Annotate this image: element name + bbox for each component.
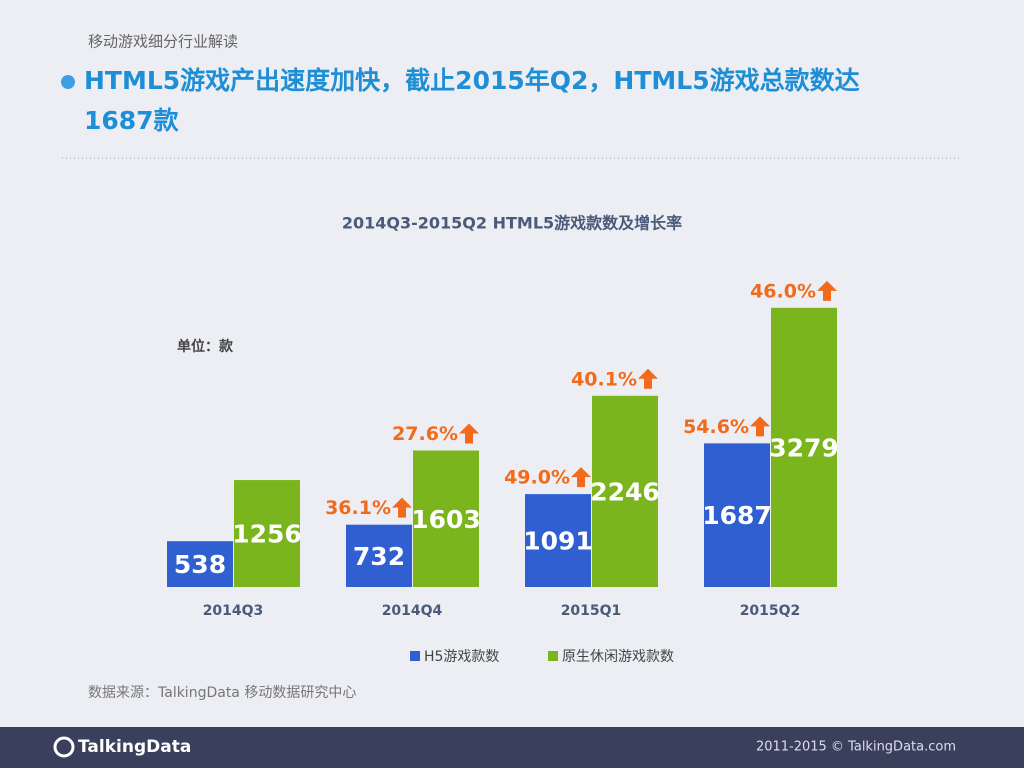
legend-label: 原生休闲游戏款数: [562, 649, 674, 665]
growth-label: 49.0%: [504, 467, 570, 489]
growth-arrow: [571, 467, 591, 488]
growth-arrow: [459, 423, 479, 444]
legend-label: H5游戏款数: [424, 649, 499, 665]
growth-arrow: [750, 416, 770, 437]
value-label: 538: [174, 550, 226, 579]
source: 数据来源：TalkingData 移动数据研究中心: [88, 685, 356, 701]
growth-label: 46.0%: [750, 280, 816, 302]
bar: [346, 524, 412, 587]
footer-copyright: 2011-2015 © TalkingData.com: [756, 740, 956, 755]
growth-arrow: [638, 368, 658, 389]
bar: [704, 443, 770, 587]
footer-logo: TalkingData: [78, 737, 191, 757]
unit-label: 单位：款: [177, 338, 234, 355]
slide-title: HTML5游戏产出速度加快，截止2015年Q2，HTML5游戏总款数达: [84, 66, 860, 95]
x-tick-label: 2015Q2: [740, 603, 801, 619]
growth-label: 40.1%: [571, 368, 637, 390]
legend-swatch: [548, 651, 558, 661]
value-label: 1256: [232, 520, 302, 549]
bar: [525, 494, 591, 587]
value-label: 1091: [523, 527, 593, 556]
slide-title: 1687款: [84, 106, 180, 135]
x-tick-label: 2014Q4: [382, 603, 443, 619]
section-label: 移动游戏细分行业解读: [88, 33, 238, 51]
legend-swatch: [410, 651, 420, 661]
value-label: 3279: [769, 433, 839, 462]
growth-label: 27.6%: [392, 423, 458, 445]
bar: [771, 307, 837, 587]
growth-label: 54.6%: [683, 416, 749, 438]
x-tick-label: 2014Q3: [203, 603, 264, 619]
growth-arrow: [392, 497, 412, 518]
growth-arrow: [817, 280, 837, 301]
value-label: 2246: [590, 477, 660, 506]
growth-label: 36.1%: [325, 497, 391, 519]
bar: [234, 480, 300, 587]
footer-bar: [0, 727, 1024, 768]
value-label: 1603: [411, 505, 481, 534]
x-tick-label: 2015Q1: [561, 603, 622, 619]
bar: [592, 395, 658, 587]
chart-title: 2014Q3-2015Q2 HTML5游戏款数及增长率: [342, 214, 682, 233]
bar: [413, 450, 479, 587]
bar: [167, 541, 233, 587]
bullet: [61, 75, 75, 89]
logo-icon: [53, 736, 75, 758]
value-label: 1687: [702, 501, 772, 530]
value-label: 732: [353, 542, 405, 571]
